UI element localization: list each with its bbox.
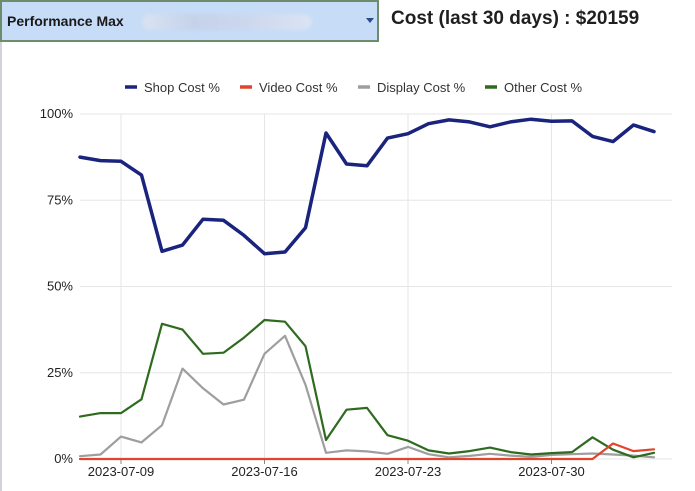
y-tick-label: 75%: [47, 192, 73, 207]
left-border-divider: [0, 42, 2, 491]
redacted-campaign-suffix: [142, 14, 312, 30]
shop-cost-line: [78, 117, 656, 256]
x-tick-label: 2023-07-30: [518, 464, 585, 479]
x-tick-label: 2023-07-23: [375, 464, 442, 479]
display-cost-line: [78, 334, 656, 459]
cost-summary: Cost (last 30 days) : $20159: [391, 8, 640, 29]
x-tick-label: 2023-07-16: [231, 464, 298, 479]
campaign-name: Performance Max: [7, 13, 124, 29]
y-tick-label: 25%: [47, 365, 73, 380]
y-tick-label: 0%: [54, 451, 73, 466]
y-tick-label: 50%: [47, 279, 73, 294]
video-cost-line: [78, 442, 656, 461]
other-cost-line: [78, 318, 656, 459]
y-tick-label: 100%: [40, 106, 74, 121]
legend-label: Shop Cost %: [144, 80, 220, 95]
legend-label: Other Cost %: [504, 80, 582, 95]
campaign-select[interactable]: Performance Max: [0, 0, 379, 42]
x-tick-label: 2023-07-09: [88, 464, 155, 479]
chevron-down-icon[interactable]: [366, 18, 374, 23]
legend-label: Display Cost %: [377, 80, 466, 95]
legend-label: Video Cost %: [259, 80, 338, 95]
